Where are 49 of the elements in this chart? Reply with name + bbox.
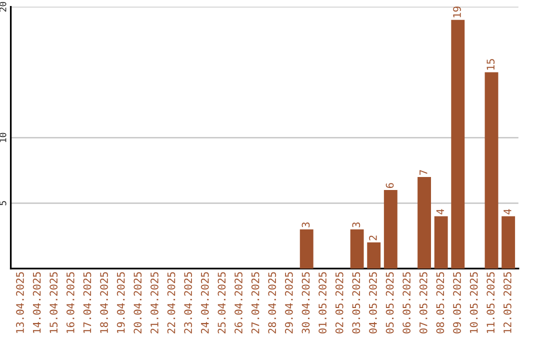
bar xyxy=(502,216,516,269)
x-tick-label: 17.04.2025 xyxy=(83,272,92,333)
x-tick-label: 05.05.2025 xyxy=(386,272,394,334)
x-tick-label: 12.05.2025 xyxy=(503,272,512,333)
x-tick-label: 13.04.2025 xyxy=(16,272,24,333)
x-tick-label: 16.04.2025 xyxy=(66,272,74,333)
data-label: 19 xyxy=(453,6,461,18)
data-label: 3 xyxy=(352,222,360,228)
y-tick-label: 5 xyxy=(0,201,6,206)
x-tick-label: 15.04.2025 xyxy=(50,272,58,333)
data-label: 4 xyxy=(504,209,512,214)
data-label: 6 xyxy=(386,183,394,188)
x-tick-label: 04.05.2025 xyxy=(369,272,377,334)
x-tick-label: 30.04.2025 xyxy=(302,272,310,334)
x-tick-label: 07.05.2025 xyxy=(419,272,428,334)
x-tick-label: 28.04.2025 xyxy=(268,272,276,334)
data-label: 4 xyxy=(436,209,444,214)
x-tick-label: 24.04.2025 xyxy=(200,272,209,334)
x-tick-label: 26.04.2025 xyxy=(234,272,242,334)
data-label: 3 xyxy=(302,222,310,228)
x-tick-label: 23.04.2025 xyxy=(184,272,192,334)
x-tick-label: 18.04.2025 xyxy=(100,272,108,333)
x-tick-label: 20.04.2025 xyxy=(134,272,142,334)
x-tick-label: 03.05.2025 xyxy=(352,272,360,334)
x-tick-label: 19.04.2025 xyxy=(116,272,125,333)
bar xyxy=(434,216,448,269)
bar xyxy=(350,229,364,269)
data-label: 15 xyxy=(486,59,495,70)
bar xyxy=(484,72,498,269)
x-tick-label: 27.04.2025 xyxy=(251,272,260,334)
bar xyxy=(451,20,465,269)
x-tick-label: 08.05.2025 xyxy=(436,272,444,334)
data-label: 2 xyxy=(369,236,377,240)
bar xyxy=(367,242,381,269)
x-tick-label: 02.05.2025 xyxy=(335,272,344,334)
x-tick-label: 25.04.2025 xyxy=(218,272,226,334)
x-tick-label: 06.05.2025 xyxy=(402,272,411,334)
x-tick-label: 01.05.2025 xyxy=(318,272,326,334)
x-tick-label: 10.05.2025 xyxy=(470,272,478,333)
bar xyxy=(300,229,314,269)
x-tick-label: 14.04.2025 xyxy=(32,272,41,333)
x-tick-label: 21.04.2025 xyxy=(150,272,158,334)
x-tick-label: 09.05.2025 xyxy=(453,272,461,334)
bar xyxy=(384,190,398,269)
x-tick-label: 22.04.2025 xyxy=(167,272,176,334)
data-label: 7 xyxy=(420,170,428,175)
x-tick-label: 11.05.2025 xyxy=(486,272,495,333)
x-tick-label: 29.04.2025 xyxy=(284,272,293,334)
bar xyxy=(418,176,431,269)
